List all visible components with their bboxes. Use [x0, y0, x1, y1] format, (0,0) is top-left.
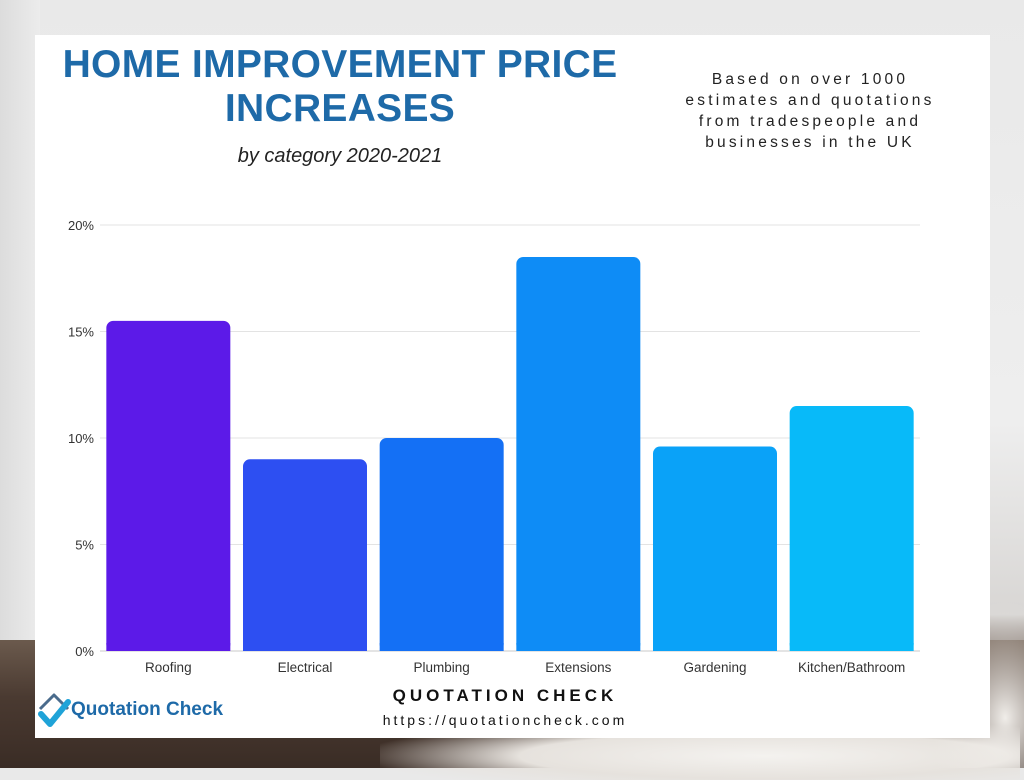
source-note: Based on over 1000 estimates and quotati…: [655, 69, 965, 153]
bar-base: [243, 643, 367, 651]
brand-name: QUOTATION CHECK: [392, 686, 618, 705]
bar: [379, 438, 504, 651]
source-note-line-4: businesses in the UK: [705, 134, 915, 151]
source-note-line-1: Based on over 1000: [711, 71, 909, 88]
y-tick-label: 20%: [68, 218, 94, 233]
chart-subtitle: by category 2020-2021: [237, 145, 443, 167]
title-line-1: HOME IMPROVEMENT PRICE: [62, 43, 618, 86]
bar-base: [516, 643, 641, 651]
bar-base: [379, 643, 504, 651]
x-tick-label: Electrical: [278, 660, 333, 675]
source-note-line-3: from tradespeople and: [698, 113, 922, 130]
bar-base: [789, 643, 914, 651]
bar: [789, 406, 914, 651]
bar-base: [106, 643, 231, 651]
bar: [106, 320, 231, 651]
bar: [516, 256, 641, 651]
y-tick-label: 0%: [75, 644, 94, 659]
y-tick-label: 15%: [68, 325, 94, 340]
quotation-check-logo: Quotation Check: [37, 687, 247, 733]
brand-url[interactable]: https://quotationcheck.com: [382, 712, 628, 728]
x-tick-label: Roofing: [145, 660, 192, 675]
bar-chart: 0% 5% 10% 15% 20% Roofing Electrical Plumbing Ex…: [68, 218, 920, 675]
infographic-card: HOME IMPROVEMENT PRICE INCREASES by cate…: [35, 35, 990, 738]
house-check-icon: [38, 693, 71, 727]
bar-base: [653, 643, 777, 651]
y-tick-label: 5%: [75, 538, 94, 553]
page-title: HOME IMPROVEMENT PRICE INCREASES: [35, 43, 645, 131]
x-tick-label: Kitchen/Bathroom: [798, 660, 905, 675]
title-line-2: INCREASES: [224, 87, 456, 130]
x-tick-label: Extensions: [545, 660, 611, 675]
logo-text: Quotation Check: [71, 699, 224, 720]
x-tick-label: Gardening: [683, 660, 746, 675]
bar: [653, 446, 777, 651]
source-note-line-2: estimates and quotations: [685, 92, 935, 109]
bar: [243, 459, 367, 651]
y-tick-label: 10%: [68, 431, 94, 446]
x-tick-label: Plumbing: [414, 660, 470, 675]
